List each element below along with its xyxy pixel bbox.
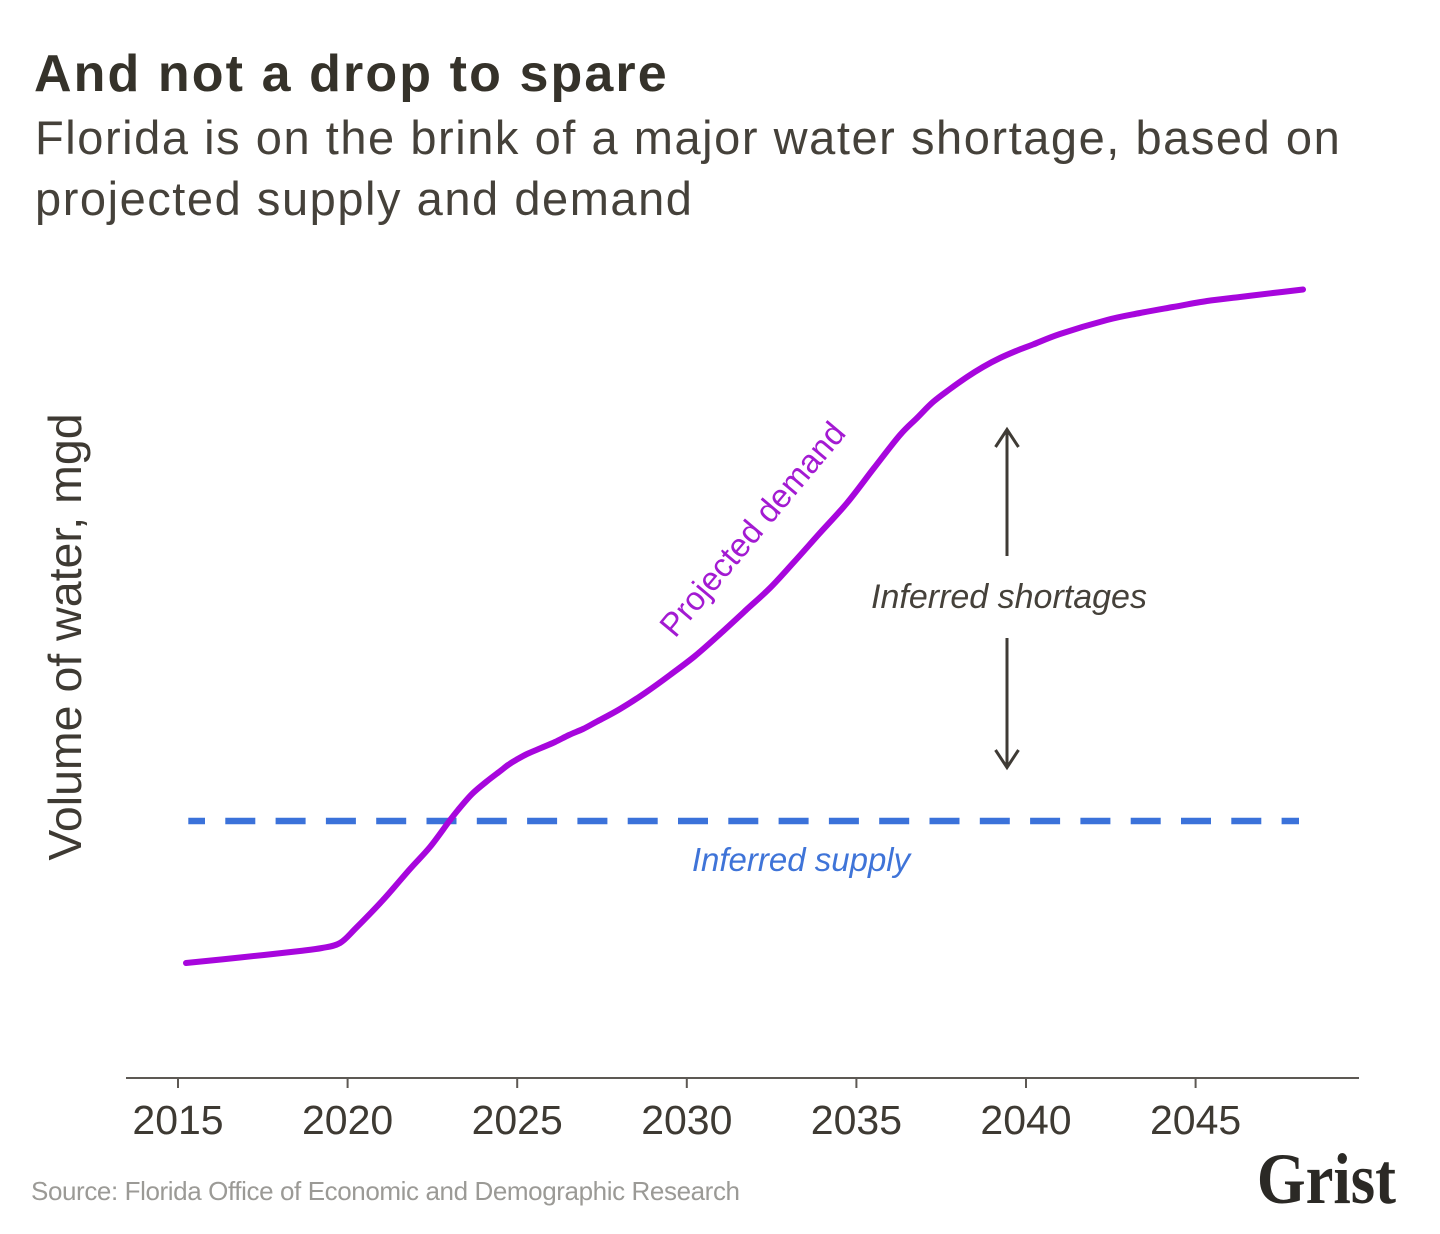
svg-text:2040: 2040 [980, 1097, 1071, 1143]
svg-text:And not a drop to spare: And not a drop to spare [34, 45, 669, 103]
svg-text:Florida is on the brink of a m: Florida is on the brink of a major water… [35, 111, 1341, 164]
svg-text:Volume of water, mgd: Volume of water, mgd [39, 413, 91, 860]
svg-text:2025: 2025 [472, 1097, 563, 1143]
svg-text:Inferred shortages: Inferred shortages [871, 578, 1147, 616]
svg-text:Source: Florida Office of Econ: Source: Florida Office of Economic and D… [31, 1176, 740, 1206]
svg-text:2015: 2015 [132, 1097, 223, 1143]
svg-text:Inferred supply: Inferred supply [692, 841, 913, 878]
svg-text:2020: 2020 [302, 1097, 393, 1143]
svg-text:2045: 2045 [1150, 1097, 1241, 1143]
svg-text:2035: 2035 [811, 1097, 902, 1143]
svg-text:projected supply and demand: projected supply and demand [35, 172, 694, 225]
svg-text:Grist: Grist [1257, 1139, 1397, 1219]
svg-text:2030: 2030 [641, 1097, 732, 1143]
